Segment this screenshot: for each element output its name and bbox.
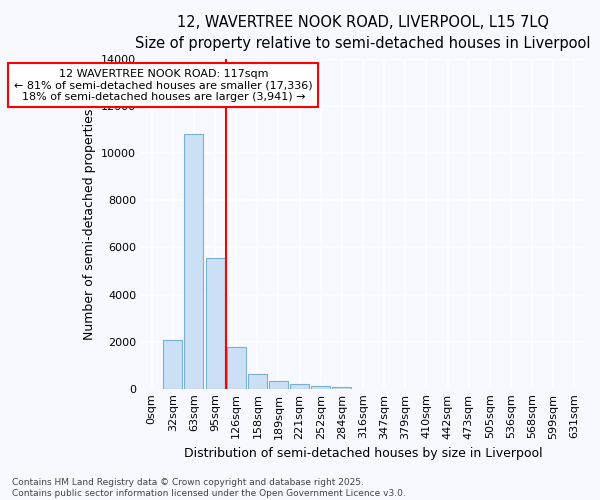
Bar	[227, 348, 246, 389]
Bar	[184, 134, 203, 388]
X-axis label: Distribution of semi-detached houses by size in Liverpool: Distribution of semi-detached houses by …	[184, 447, 542, 460]
Bar	[332, 387, 352, 388]
Bar	[269, 382, 288, 388]
Title: 12, WAVERTREE NOOK ROAD, LIVERPOOL, L15 7LQ
Size of property relative to semi-de: 12, WAVERTREE NOOK ROAD, LIVERPOOL, L15 …	[135, 15, 591, 51]
Bar	[163, 340, 182, 388]
Bar	[206, 258, 224, 388]
Y-axis label: Number of semi-detached properties: Number of semi-detached properties	[83, 108, 95, 340]
Text: Contains HM Land Registry data © Crown copyright and database right 2025.
Contai: Contains HM Land Registry data © Crown c…	[12, 478, 406, 498]
Bar	[248, 374, 267, 388]
Bar	[290, 384, 309, 388]
Text: 12 WAVERTREE NOOK ROAD: 117sqm
← 81% of semi-detached houses are smaller (17,336: 12 WAVERTREE NOOK ROAD: 117sqm ← 81% of …	[14, 68, 313, 102]
Bar	[311, 386, 330, 388]
